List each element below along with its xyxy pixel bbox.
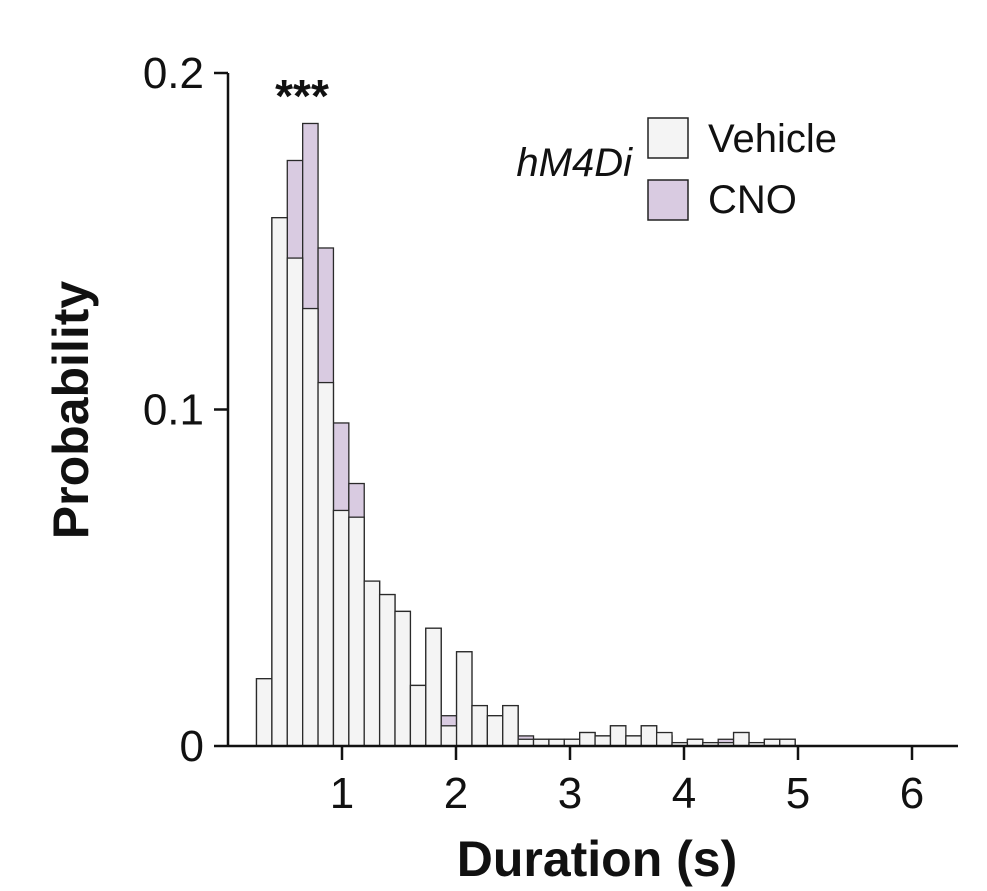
bar-vehicle-16	[502, 704, 519, 747]
bar-vehicle-6	[348, 516, 365, 747]
y-tick-label-2: 0.2	[143, 49, 204, 98]
bar-vehicle-3	[302, 307, 319, 747]
bar-vehicle-2	[286, 257, 304, 747]
significance-annotation: ***	[275, 70, 329, 122]
bar-vehicle-11	[425, 627, 442, 747]
bar-vehicle-13	[455, 651, 473, 747]
y-tick-label-0: 0	[180, 722, 204, 771]
bar-vehicle-12	[440, 725, 458, 747]
bar-vehicle-22	[594, 735, 612, 747]
legend: hM4Di Vehicle CNO	[516, 117, 837, 222]
bar-vehicle-8	[378, 593, 396, 747]
bar-vehicle-23	[609, 725, 627, 747]
bar-vehicle-1	[271, 217, 288, 747]
bar-vehicle-10	[409, 684, 427, 747]
bar-vehicle-7	[363, 580, 381, 747]
x-tick-label-2: 3	[558, 769, 582, 818]
legend-label-cno: CNO	[708, 178, 797, 222]
legend-swatch-cno	[647, 179, 689, 221]
x-tick-label-5: 6	[900, 769, 924, 818]
bar-vehicle-21	[579, 731, 596, 747]
bar-vehicle-4	[317, 381, 335, 747]
bar-vehicle-26	[655, 731, 673, 747]
x-tick-label-0: 1	[330, 769, 354, 818]
x-tick-label-3: 4	[672, 769, 696, 818]
bar-vehicle-25	[640, 725, 658, 747]
bar-vehicle-14	[471, 704, 488, 747]
bar-vehicle-9	[394, 610, 412, 747]
bar-vehicle-24	[625, 735, 642, 747]
x-axis-title: Duration (s)	[457, 831, 738, 887]
axes-layer: 0 0.1 0.2 1 2 3 4 5 6	[143, 49, 958, 818]
legend-group-label: hM4Di	[516, 141, 633, 185]
bar-vehicle-5	[332, 509, 350, 747]
bars-layer	[255, 122, 796, 747]
y-axis-title: Probability	[43, 281, 99, 540]
x-tick-label-1: 2	[444, 769, 468, 818]
legend-label-vehicle: Vehicle	[708, 117, 837, 161]
bar-vehicle-0	[255, 678, 273, 747]
bar-vehicle-31	[732, 731, 750, 747]
x-tick-label-4: 5	[786, 769, 810, 818]
y-tick-label-1: 0.1	[143, 386, 204, 435]
legend-swatch-vehicle	[647, 117, 689, 159]
bar-vehicle-15	[486, 715, 504, 747]
